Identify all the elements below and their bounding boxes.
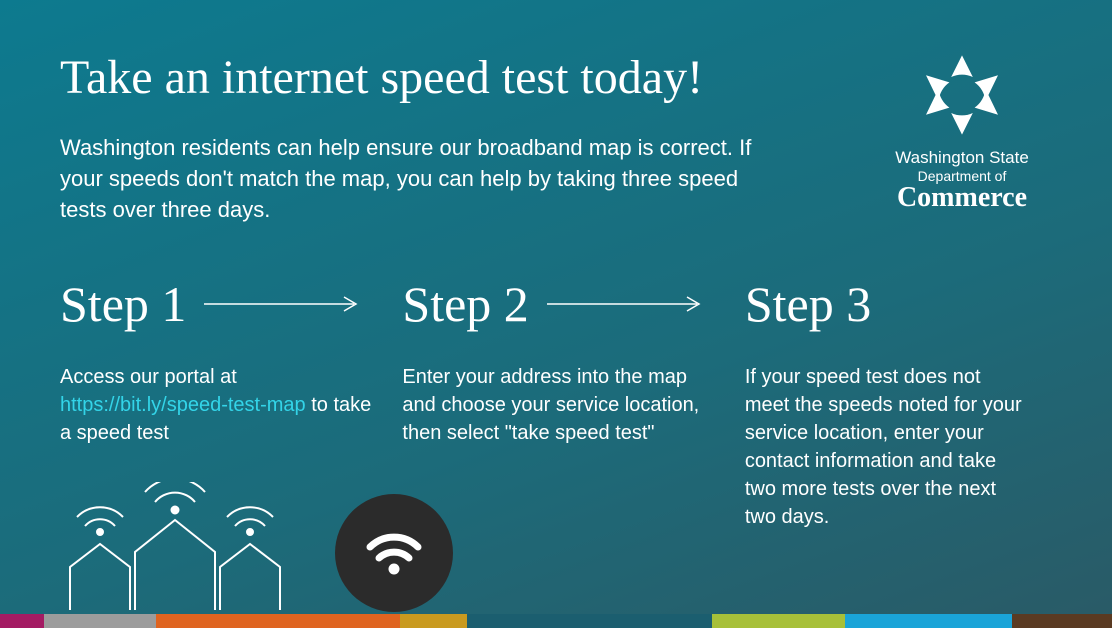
- color-seg: [712, 614, 845, 628]
- wifi-icon: [362, 521, 426, 585]
- color-seg: [156, 614, 401, 628]
- step-3-heading: Step 3: [745, 275, 871, 333]
- page-title: Take an internet speed test today!: [60, 50, 832, 105]
- arrow-icon: [204, 294, 364, 314]
- color-seg: [44, 614, 155, 628]
- step-2-body: Enter your address into the map and choo…: [402, 363, 714, 447]
- step-1-heading: Step 1: [60, 275, 186, 333]
- color-seg: [467, 614, 712, 628]
- star-burst-icon: [917, 50, 1007, 140]
- color-seg: [400, 614, 467, 628]
- step-1-body: Access our portal at https://bit.ly/spee…: [60, 363, 372, 447]
- header: Take an internet speed test today! Washi…: [0, 0, 1112, 245]
- step-3: Step 3 If your speed test does not meet …: [745, 275, 1052, 531]
- logo-text-line3: Commerce: [872, 182, 1052, 214]
- step-1-body-pre: Access our portal at: [60, 366, 237, 388]
- wifi-circle-icon: [335, 494, 453, 612]
- color-bar: [0, 614, 1112, 628]
- step-3-body: If your speed test does not meet the spe…: [745, 363, 1022, 531]
- step-2-heading: Step 2: [402, 275, 528, 333]
- commerce-logo: Washington State Department of Commerce: [872, 50, 1052, 225]
- speed-test-link[interactable]: https://bit.ly/speed-test-map: [60, 394, 306, 416]
- color-seg: [1012, 614, 1112, 628]
- step-2: Step 2 Enter your address into the map a…: [402, 275, 744, 531]
- header-text: Take an internet speed test today! Washi…: [60, 50, 872, 225]
- houses-illustration: [55, 482, 435, 612]
- logo-text-line1: Washington State: [872, 148, 1052, 168]
- step-2-heading-row: Step 2: [402, 275, 714, 333]
- step-1-heading-row: Step 1: [60, 275, 372, 333]
- step-3-heading-row: Step 3: [745, 275, 1022, 333]
- color-seg: [0, 614, 44, 628]
- arrow-icon: [547, 294, 707, 314]
- color-seg: [845, 614, 1012, 628]
- page-subtitle: Washington residents can help ensure our…: [60, 133, 780, 225]
